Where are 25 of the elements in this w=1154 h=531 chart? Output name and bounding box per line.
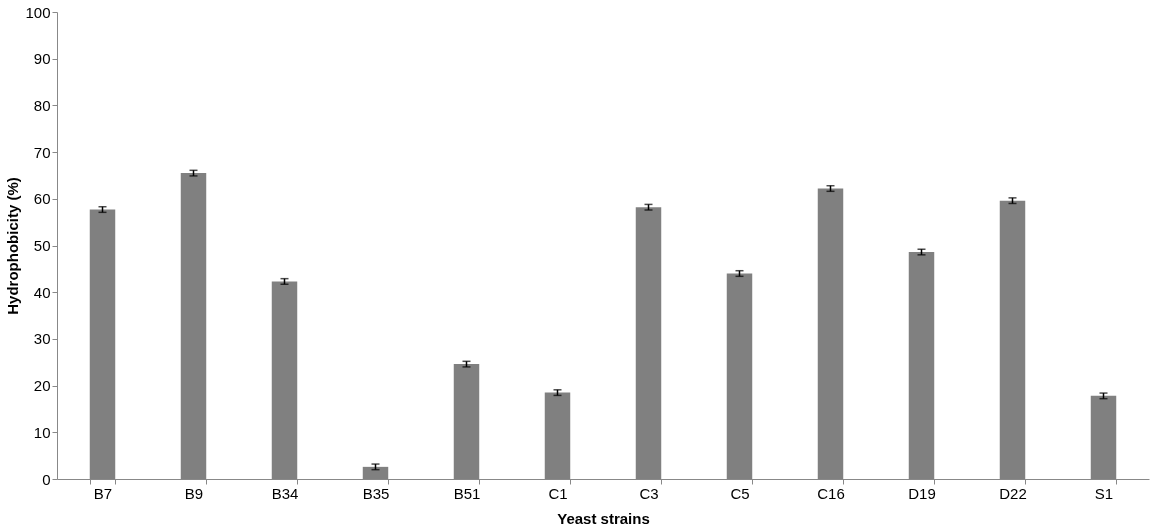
x-tick-label: C3 xyxy=(639,484,659,502)
x-tick-label: B7 xyxy=(93,484,113,502)
y-tick-label: 100 xyxy=(25,3,51,21)
y-tick-label: 20 xyxy=(33,377,51,395)
y-tick-label: 40 xyxy=(33,283,51,301)
x-tick-label: C1 xyxy=(548,484,568,502)
y-tick-label: 80 xyxy=(33,96,51,114)
y-axis-title: Hydrophobicity (%) xyxy=(4,177,22,315)
y-tick-label: 70 xyxy=(33,143,51,161)
y-tick-label: 90 xyxy=(33,50,51,68)
y-tick-label: 50 xyxy=(33,237,51,254)
x-axis-title: Yeast strains xyxy=(557,509,650,527)
x-tick-label: C16 xyxy=(817,484,845,502)
x-tick-label: B35 xyxy=(362,484,390,502)
x-tick-label: B34 xyxy=(271,484,299,502)
y-tick-label: 60 xyxy=(33,190,51,208)
y-tick-label: 0 xyxy=(42,470,51,488)
x-tick-label: D22 xyxy=(999,484,1027,502)
x-tick-label: B9 xyxy=(184,484,204,502)
x-tick-label: B51 xyxy=(453,484,481,502)
x-tick-label: S1 xyxy=(1094,484,1114,502)
y-tick-label: 30 xyxy=(33,330,51,348)
x-tick-label: D19 xyxy=(908,484,936,502)
y-tick-label: 10 xyxy=(33,423,51,441)
x-tick-label: C5 xyxy=(730,484,750,502)
